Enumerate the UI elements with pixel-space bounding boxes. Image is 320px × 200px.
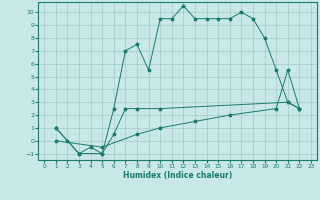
X-axis label: Humidex (Indice chaleur): Humidex (Indice chaleur) (123, 171, 232, 180)
